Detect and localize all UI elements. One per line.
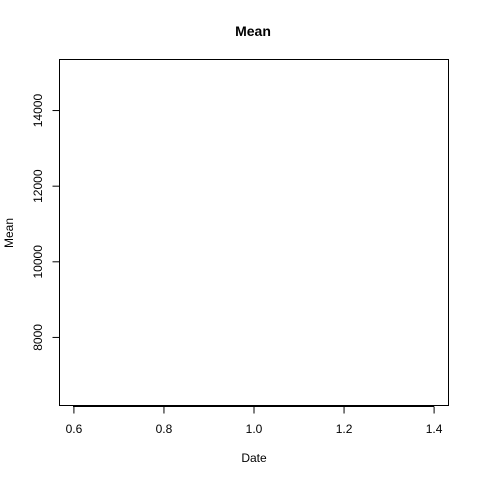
- chart-title: Mean: [235, 23, 271, 39]
- x-axis-ticks: 0.6 0.8 1.0 1.2 1.4: [66, 406, 443, 436]
- y-tick-label: 10000: [31, 245, 45, 279]
- y-axis-ticks: 8000 10000 12000 14000: [31, 94, 60, 351]
- x-tick-label: 0.6: [66, 422, 83, 436]
- x-tick-label: 1.0: [246, 422, 263, 436]
- x-tick-label: 0.8: [156, 422, 173, 436]
- x-tick-label: 1.4: [426, 422, 443, 436]
- y-tick-label: 8000: [31, 324, 45, 351]
- y-axis-label: Mean: [2, 218, 16, 248]
- y-tick-label: 14000: [31, 94, 45, 128]
- x-axis-label: Date: [241, 451, 267, 465]
- y-tick-label: 12000: [31, 169, 45, 203]
- x-tick-label: 1.2: [336, 422, 353, 436]
